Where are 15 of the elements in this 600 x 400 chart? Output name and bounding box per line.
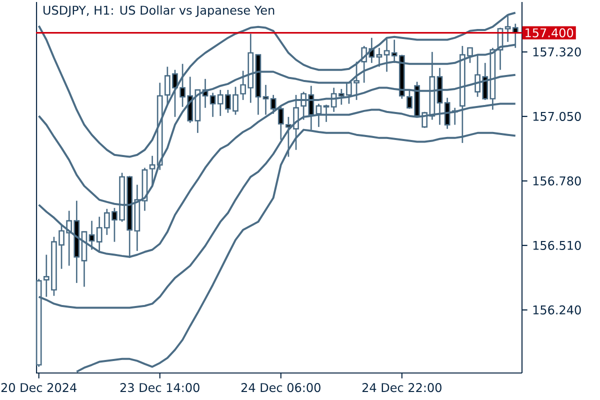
y-tick-label: 157.050 [533,112,581,121]
x-tick-label: 23 Dec 14:00 [120,383,200,392]
chart-title: USDJPY, H1: US Dollar vs Japanese Yen [44,5,274,18]
y-tick-label: 156.240 [533,305,581,314]
candlestick [262,84,269,116]
y-tick-label: 156.510 [533,240,581,250]
candlestick [270,94,276,114]
y-tick-label: 156.780 [533,176,581,186]
candlestick [376,47,382,68]
x-tick-label: 24 Dec 22:00 [362,383,442,392]
ref-line-label: 157.400 [526,28,574,38]
y-tick-label: 157.320 [533,47,581,56]
candlestick [88,220,95,250]
x-tick-label: 24 Dec 06:00 [241,383,320,392]
x-tick-label: 20 Dec 2024 [1,383,76,392]
